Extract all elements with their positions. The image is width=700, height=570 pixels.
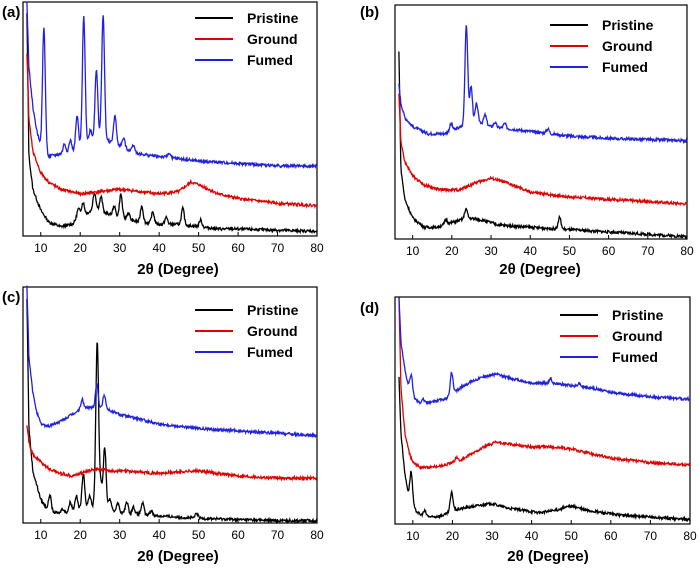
plot-area: 10 20 30 40 50 60 70 80 xyxy=(394,296,697,543)
legend-label: Pristine xyxy=(247,302,299,318)
legend-label: Fumed xyxy=(612,349,658,365)
legend-label: Fumed xyxy=(602,59,648,75)
axes-frame xyxy=(394,4,688,240)
x-tick-label: 30 xyxy=(113,241,127,255)
legend-label: Ground xyxy=(247,323,298,339)
axes-frame xyxy=(22,1,318,237)
series-line-fumed xyxy=(398,297,691,406)
x-tick-label: 40 xyxy=(152,528,166,542)
panel-d: (d) 10 20 30 40 50 60 70 80 2θ (Degree) Pristin… xyxy=(360,296,697,565)
x-tick-label: 20 xyxy=(445,244,459,258)
x-tick-label: 20 xyxy=(74,528,88,542)
x-tick-label: 70 xyxy=(271,528,285,542)
x-tick-label: 20 xyxy=(446,529,460,543)
x-tick-label: 70 xyxy=(271,241,285,255)
x-tick-label: 30 xyxy=(484,244,498,258)
legend-label: Fumed xyxy=(247,52,293,68)
x-tick-label: 30 xyxy=(113,528,127,542)
plot-area: 10 20 30 40 50 60 70 80 xyxy=(22,285,324,542)
axes-frame xyxy=(22,286,318,524)
series-line-pristine xyxy=(398,376,691,523)
series-line-fumed xyxy=(26,1,317,170)
x-tick-label: 80 xyxy=(310,528,324,542)
series-line-pristine xyxy=(26,13,318,235)
x-tick-label: 10 xyxy=(406,529,420,543)
panel-label: (b) xyxy=(360,4,379,21)
x-axis-label: 2θ (Degree) xyxy=(499,261,580,278)
plot-area: 10 20 30 40 50 60 70 80 xyxy=(394,4,694,258)
x-tick-label: 10 xyxy=(406,244,420,258)
legend: Pristine Ground Fumed xyxy=(560,307,664,365)
series-line-ground xyxy=(26,53,318,210)
panel-label: (d) xyxy=(360,300,379,317)
panel-b: (b) 10 20 30 40 50 60 70 80 2θ (Degree) Pristin… xyxy=(360,4,694,278)
panel-a: (a) 10 20 30 40 50 60 70 80 2θ (Degree) Pristin… xyxy=(2,1,324,278)
legend-label: Pristine xyxy=(612,307,664,323)
x-tick-label: 40 xyxy=(152,241,166,255)
series-line-ground xyxy=(26,425,318,482)
x-tick-label: 80 xyxy=(310,241,324,255)
legend-label: Fumed xyxy=(247,344,293,360)
x-tick-label: 40 xyxy=(525,529,539,543)
x-tick-label: 80 xyxy=(683,529,697,543)
legend-label: Ground xyxy=(602,38,653,54)
x-tick-label: 10 xyxy=(34,241,48,255)
series-line-ground xyxy=(398,93,688,207)
x-axis-label: 2θ (Degree) xyxy=(507,548,588,565)
legend-label: Ground xyxy=(247,31,298,47)
series-line-fumed xyxy=(398,25,688,145)
x-tick-label: 60 xyxy=(231,528,245,542)
x-tick-label: 80 xyxy=(680,244,694,258)
series-line-ground xyxy=(398,297,691,471)
x-tick-label: 30 xyxy=(485,529,499,543)
x-axis-label: 2θ (Degree) xyxy=(137,548,218,565)
x-tick-label: 50 xyxy=(192,528,206,542)
x-tick-label: 60 xyxy=(604,529,618,543)
x-tick-label: 50 xyxy=(565,529,579,543)
panel-label: (a) xyxy=(2,4,20,21)
panel-c: (c) 10 20 30 40 50 60 70 80 2θ (Degree) Pristin… xyxy=(2,285,324,565)
series-line-pristine xyxy=(26,298,318,525)
x-tick-label: 20 xyxy=(74,241,88,255)
x-tick-label: 50 xyxy=(192,241,206,255)
x-axis-label: 2θ (Degree) xyxy=(137,261,218,278)
series-line-pristine xyxy=(398,51,688,241)
panel-label: (c) xyxy=(2,289,20,306)
series-line-fumed xyxy=(26,285,318,439)
x-tick-label: 50 xyxy=(563,244,577,258)
x-tick-label: 70 xyxy=(641,244,655,258)
legend: Pristine Ground Fumed xyxy=(550,17,654,75)
x-tick-label: 40 xyxy=(524,244,538,258)
legend-label: Pristine xyxy=(602,17,654,33)
x-tick-label: 60 xyxy=(231,241,245,255)
x-tick-label: 70 xyxy=(644,529,658,543)
x-tick-label: 60 xyxy=(602,244,616,258)
legend: Pristine Ground Fumed xyxy=(195,10,299,68)
legend: Pristine Ground Fumed xyxy=(195,302,299,360)
legend-label: Ground xyxy=(612,328,663,344)
plot-area: 10 20 30 40 50 60 70 80 xyxy=(22,1,324,255)
x-tick-label: 10 xyxy=(34,528,48,542)
axes-frame xyxy=(394,296,691,525)
legend-label: Pristine xyxy=(247,10,299,26)
